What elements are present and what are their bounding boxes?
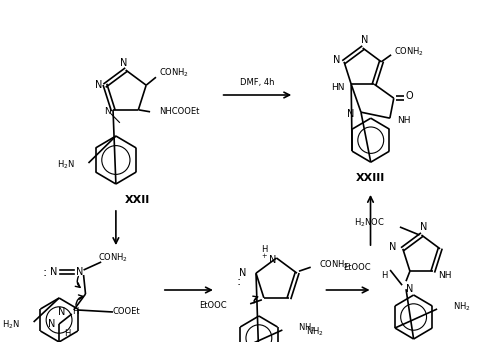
- Text: N: N: [361, 35, 368, 45]
- Text: H: H: [64, 329, 70, 339]
- Text: N: N: [406, 284, 414, 294]
- Text: NH: NH: [438, 271, 451, 280]
- Text: N: N: [333, 55, 340, 65]
- Text: H$_2$NOC: H$_2$NOC: [354, 217, 384, 229]
- Text: NH: NH: [397, 116, 410, 125]
- Text: CONH$_2$: CONH$_2$: [394, 45, 424, 58]
- Text: CONH$_2$: CONH$_2$: [159, 67, 189, 79]
- Text: H$_2$N: H$_2$N: [2, 319, 20, 331]
- Text: :: :: [236, 275, 241, 288]
- Text: N: N: [104, 107, 111, 116]
- Text: H: H: [73, 307, 79, 316]
- Text: DMF, 4h: DMF, 4h: [240, 78, 274, 87]
- Text: N: N: [390, 242, 397, 252]
- Text: N: N: [95, 80, 102, 90]
- Text: NH$_2$: NH$_2$: [298, 322, 316, 334]
- Text: N: N: [48, 319, 55, 329]
- Text: N: N: [58, 307, 66, 317]
- Text: NHCOOEt: NHCOOEt: [159, 107, 199, 116]
- Text: H: H: [262, 246, 268, 254]
- Text: N: N: [76, 267, 83, 277]
- Text: EtOOC: EtOOC: [343, 263, 370, 272]
- Text: H$_2$N: H$_2$N: [57, 159, 75, 171]
- Text: $^+$N: $^+$N: [260, 252, 277, 265]
- Text: N: N: [347, 109, 355, 119]
- Text: :: :: [42, 265, 47, 278]
- Text: CONH$_2$: CONH$_2$: [98, 252, 128, 264]
- Text: N: N: [420, 222, 427, 232]
- Text: H: H: [381, 271, 388, 279]
- Text: N: N: [50, 267, 58, 277]
- Text: XXIII: XXIII: [356, 173, 385, 183]
- Text: COOEt: COOEt: [113, 307, 141, 316]
- Text: XXII: XXII: [125, 195, 150, 205]
- Text: NH$_2$: NH$_2$: [453, 301, 470, 313]
- Text: EtOOC: EtOOC: [199, 301, 226, 310]
- Text: N: N: [239, 268, 246, 278]
- Text: N: N: [120, 58, 127, 68]
- Text: CONH$_2$: CONH$_2$: [319, 259, 349, 272]
- Text: O: O: [406, 91, 413, 101]
- Text: NH$_2$: NH$_2$: [306, 326, 323, 338]
- Text: HN: HN: [331, 83, 344, 92]
